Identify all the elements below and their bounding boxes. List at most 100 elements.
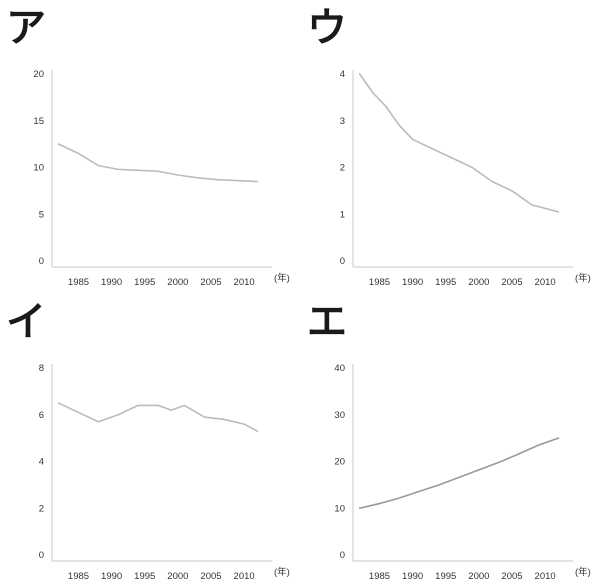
panel-label: ア	[6, 5, 46, 51]
chart-panel-u: ウ 0 1 2 3 4 1985 1990 1995 2000 2005 2010 (年)	[303, 5, 593, 288]
data-point	[398, 124, 400, 127]
x-tick-label: 1995	[134, 571, 155, 582]
data-point	[378, 502, 381, 505]
y-tick-label: 2	[39, 503, 44, 514]
chart-panel-a: ア 0 5 10 15 20 1985 1990 1995 2000 2005 2010 (年)	[2, 5, 292, 288]
data-point	[451, 157, 453, 159]
x-tick-label: 2010	[535, 571, 556, 582]
data-point	[203, 416, 205, 418]
data-point	[491, 180, 493, 183]
data-point	[58, 143, 60, 145]
data-point	[217, 179, 219, 181]
y-tick-label: 10	[334, 503, 345, 514]
data-point	[511, 190, 513, 192]
panel-label: エ	[307, 299, 347, 345]
x-tick-label: 1990	[101, 277, 122, 288]
x-unit-label: (年)	[575, 566, 591, 578]
y-tick-label: 1	[340, 209, 345, 220]
data-point	[537, 444, 540, 446]
line-chart: 0 10 20 30 40 1985 1990 1995 2000 2005 2010 (年)	[334, 363, 591, 582]
data-point	[157, 170, 159, 172]
x-tick-label: 2000	[167, 277, 188, 288]
series-line	[358, 73, 560, 213]
data-point	[256, 180, 258, 183]
line-chart: 0 5 10 15 20 1985 1990 1995 2000 2005 2010 (年)	[33, 69, 290, 288]
data-point	[398, 497, 400, 499]
data-point	[385, 106, 387, 108]
y-tick-label: 10	[33, 163, 44, 174]
x-unit-label: (年)	[274, 272, 290, 284]
y-tick-label: 8	[39, 363, 44, 374]
x-tick-label: 1990	[402, 571, 423, 582]
chart-panel-i: イ 0 2 4 6 8 1985 1990 1995 2000 2005 2010 (年)	[2, 299, 292, 582]
x-tick-label: 2010	[234, 571, 255, 582]
y-tick-label: 5	[39, 209, 44, 220]
data-point	[97, 421, 99, 423]
series-line	[57, 143, 259, 183]
x-tick-label: 1985	[68, 571, 89, 582]
y-tick-label: 20	[33, 69, 44, 80]
x-tick-label: 1985	[369, 277, 390, 288]
data-point	[458, 476, 460, 478]
data-point	[518, 453, 520, 455]
data-point	[531, 204, 533, 206]
y-tick-label: 0	[39, 256, 44, 267]
x-tick-label: 2005	[200, 571, 221, 582]
x-unit-label: (年)	[575, 272, 591, 284]
series-line	[358, 437, 560, 510]
data-point	[438, 484, 440, 486]
x-tick-label: 2005	[501, 571, 522, 582]
data-point	[478, 469, 480, 471]
x-tick-label: 2005	[501, 277, 522, 288]
data-point	[117, 414, 119, 416]
panel-label: ウ	[307, 5, 347, 51]
data-point	[223, 418, 225, 421]
data-point	[498, 461, 500, 464]
data-point	[243, 423, 245, 425]
data-point	[97, 165, 99, 167]
data-point	[77, 152, 80, 155]
x-tick-label: 2010	[234, 277, 255, 288]
x-tick-label: 1995	[435, 571, 456, 582]
y-tick-label: 30	[334, 410, 345, 421]
data-point	[372, 92, 374, 94]
y-tick-label: 0	[39, 550, 44, 561]
data-point	[137, 404, 139, 406]
y-tick-label: 2	[340, 163, 345, 174]
data-point	[197, 177, 199, 179]
data-point	[431, 148, 434, 150]
data-point	[117, 168, 119, 170]
y-tick-label: 3	[340, 116, 345, 127]
data-point	[77, 411, 80, 414]
data-point	[236, 179, 239, 182]
data-point	[412, 138, 414, 141]
x-tick-label: 1985	[369, 571, 390, 582]
data-point	[157, 404, 159, 406]
data-point	[471, 166, 473, 169]
data-point	[359, 73, 361, 75]
series-line	[57, 402, 259, 432]
data-point	[256, 430, 258, 432]
y-tick-label: 20	[334, 457, 345, 468]
x-tick-label: 1995	[134, 277, 155, 288]
y-tick-label: 6	[39, 410, 44, 421]
y-tick-label: 40	[334, 363, 345, 374]
x-tick-label: 2000	[468, 571, 489, 582]
data-point	[137, 169, 139, 171]
chart-panel-e: エ 0 10 20 30 40 1985 1990 1995 2000 2005 2010 (年)	[303, 299, 593, 582]
x-unit-label: (年)	[274, 566, 290, 578]
panel-label: イ	[6, 299, 46, 345]
x-tick-label: 1985	[68, 277, 89, 288]
y-tick-label: 4	[39, 457, 44, 468]
line-chart: 0 2 4 6 8 1985 1990 1995 2000 2005 2010 (年)	[39, 363, 290, 582]
x-tick-label: 2010	[535, 277, 556, 288]
x-tick-label: 1990	[101, 571, 122, 582]
x-tick-label: 1995	[435, 277, 456, 288]
data-point	[58, 402, 60, 404]
y-tick-label: 15	[33, 116, 44, 127]
data-point	[183, 404, 186, 406]
line-chart: 0 1 2 3 4 1985 1990 1995 2000 2005 2010 (年)	[340, 69, 591, 288]
data-point	[557, 211, 559, 213]
data-point	[359, 507, 361, 509]
x-tick-label: 2005	[200, 277, 221, 288]
